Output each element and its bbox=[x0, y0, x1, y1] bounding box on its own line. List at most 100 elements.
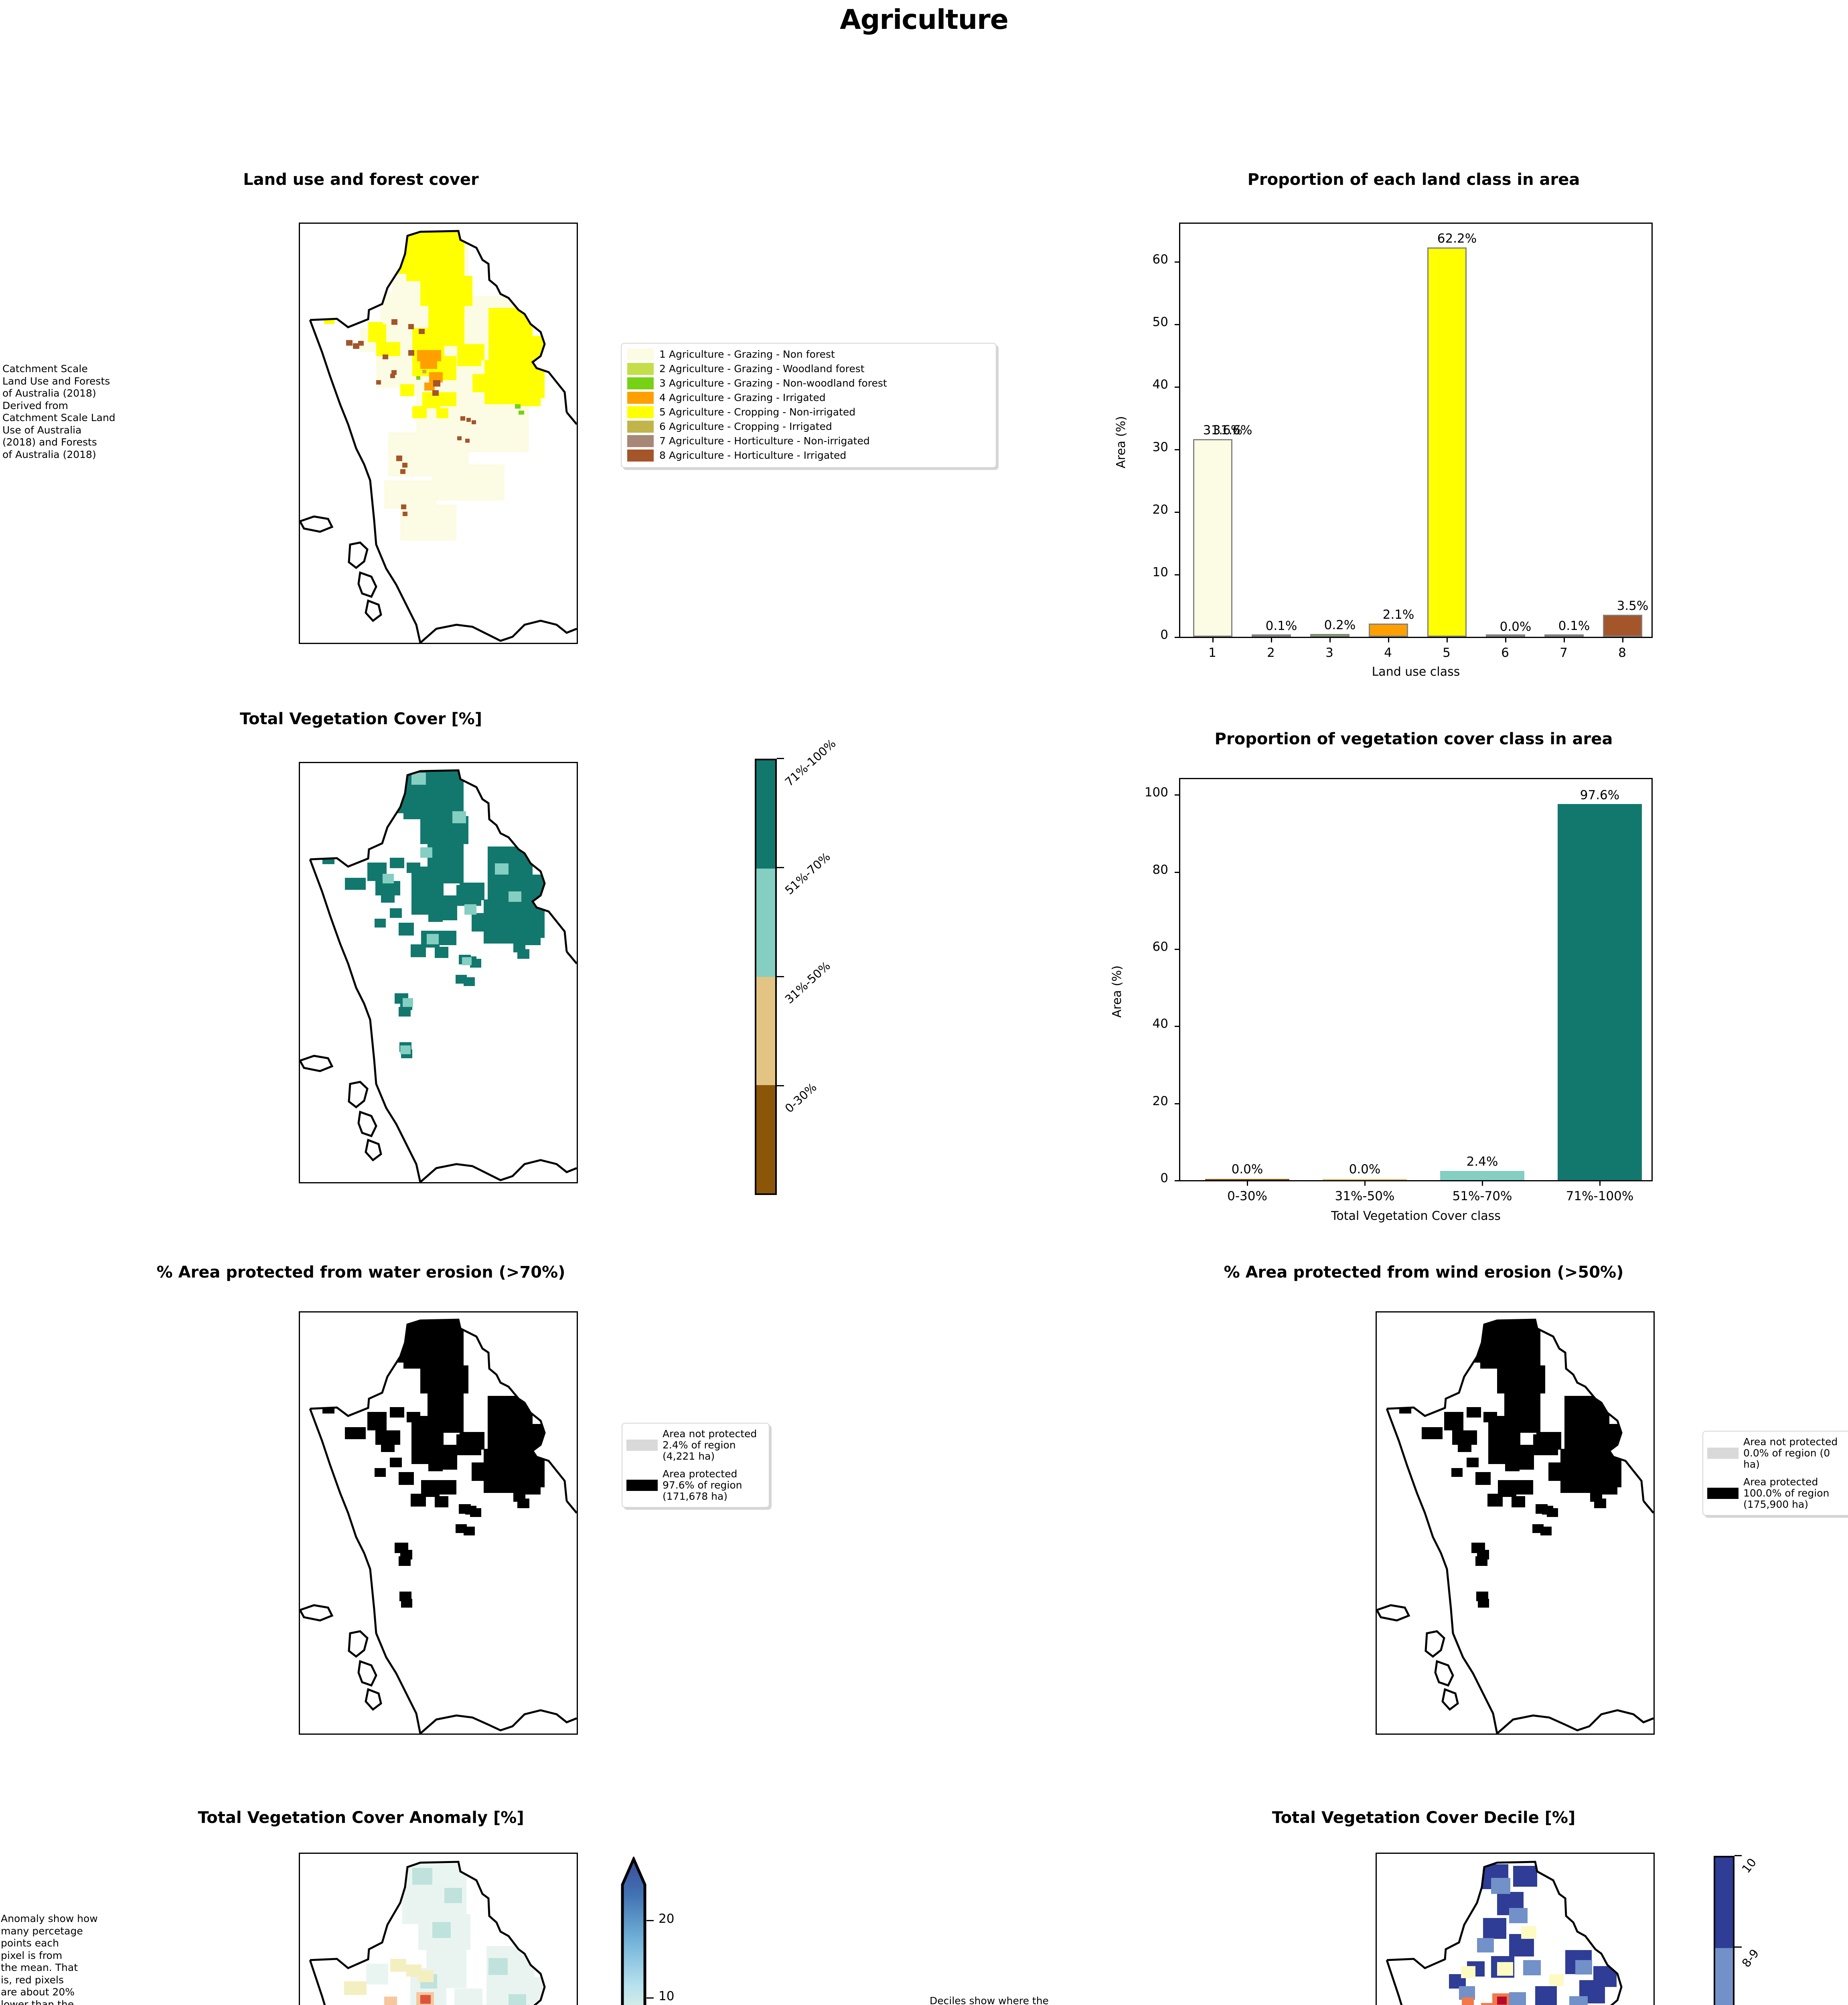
legend-item: 7 Agriculture - Horticulture - Non-irrig… bbox=[627, 435, 990, 447]
legend-swatch-6 bbox=[627, 421, 654, 433]
x-tick-7: 7 bbox=[1560, 646, 1568, 660]
veg-x-axis-label: Total Vegetation Cover class bbox=[1331, 1209, 1501, 1223]
anomaly-note: Anomaly show how many percetage points e… bbox=[1, 1913, 98, 2005]
x-tick-5: 5 bbox=[1443, 646, 1451, 660]
bar-1[interactable] bbox=[1193, 439, 1232, 637]
bar-8[interactable] bbox=[1603, 615, 1642, 637]
bar-value-4: 2.1% bbox=[1382, 608, 1414, 622]
veg-class-chart-title: Proportion of vegetation cover class in … bbox=[1214, 730, 1613, 748]
legend-swatch-4 bbox=[627, 392, 654, 404]
water-erosion-map[interactable] bbox=[299, 1311, 578, 1735]
legend-swatch-1 bbox=[627, 348, 654, 360]
legend-label-7: 7 Agriculture - Horticulture - Non-irrig… bbox=[659, 435, 870, 447]
x-tick-4: 4 bbox=[1384, 646, 1392, 660]
veg-cover-colorbar bbox=[755, 759, 777, 1195]
legend-label-not-protected: Area not protected 2.4% of region (4,221… bbox=[663, 1428, 757, 1462]
decile-map-canvas bbox=[1386, 1861, 1623, 2005]
veg-bar-value-4: 97.6% bbox=[1580, 788, 1620, 802]
legend-label-not-protected: Area not protected 0.0% of region (0 ha) bbox=[1743, 1436, 1838, 1470]
x-axis-label: Land use class bbox=[1372, 665, 1460, 679]
y-tick-20: 20 bbox=[1152, 1094, 1168, 1108]
colorbar-segment-71-100 bbox=[756, 760, 775, 869]
veg-y-axis-label: Area (%) bbox=[1110, 965, 1124, 1018]
legend-label-4: 4 Agriculture - Grazing - Irrigated bbox=[659, 392, 826, 403]
veg-x-tick-1: 0-30% bbox=[1227, 1189, 1267, 1203]
anomaly-map-canvas bbox=[309, 1861, 547, 2005]
veg-cover-map-canvas bbox=[300, 769, 577, 1182]
y-tick-60: 60 bbox=[1152, 940, 1168, 954]
legend-item: 5 Agriculture - Cropping - Non-irrigated bbox=[627, 406, 990, 418]
bar-3[interactable] bbox=[1310, 634, 1350, 637]
legend-label-8: 8 Agriculture - Horticulture - Irrigated bbox=[659, 450, 847, 461]
bar-4[interactable] bbox=[1369, 624, 1408, 637]
bar-value-7: 0.1% bbox=[1558, 619, 1590, 633]
bar-5[interactable] bbox=[1427, 247, 1467, 637]
legend-swatch-not-protected bbox=[1707, 1448, 1739, 1459]
legend-item: 6 Agriculture - Cropping - Irrigated bbox=[627, 421, 990, 433]
land-class-bar-chart[interactable]: 0 10 20 30 40 50 60 31.6% 31.6% 0.1% 0.2… bbox=[1114, 223, 1653, 679]
y-tick-100: 100 bbox=[1144, 785, 1168, 800]
decile-colorbar bbox=[1714, 1856, 1735, 2005]
anomaly-map-title: Total Vegetation Cover Anomaly [%] bbox=[198, 1809, 524, 1827]
colorbar-label-31-50: 31%-50% bbox=[782, 959, 833, 1007]
anomaly-map[interactable] bbox=[299, 1853, 578, 2005]
veg-cover-map[interactable] bbox=[299, 762, 578, 1183]
veg-cover-map-title: Total Vegetation Cover [%] bbox=[239, 710, 482, 728]
y-tick-50: 50 bbox=[1152, 315, 1168, 329]
y-tick-40: 40 bbox=[1152, 1017, 1168, 1031]
y-tick-0: 0 bbox=[1160, 628, 1168, 642]
x-tick-8: 8 bbox=[1618, 646, 1626, 660]
bar-value-5: 62.2% bbox=[1437, 231, 1477, 246]
y-tick-20: 20 bbox=[1152, 502, 1168, 517]
bar-6[interactable] bbox=[1486, 634, 1525, 637]
y-tick-80: 80 bbox=[1152, 863, 1168, 877]
water-erosion-map-title: % Area protected from water erosion (>70… bbox=[156, 1263, 565, 1282]
legend-label-6: 6 Agriculture - Cropping - Irrigated bbox=[659, 421, 832, 432]
legend-swatch-5 bbox=[627, 406, 654, 418]
veg-bar-1[interactable] bbox=[1205, 1179, 1289, 1180]
decile-segment-8-9 bbox=[1715, 1948, 1733, 2005]
veg-bar-value-1: 0.0% bbox=[1231, 1162, 1263, 1177]
page-title: Agriculture bbox=[840, 4, 1009, 36]
legend-label-5: 5 Agriculture - Cropping - Non-irrigated bbox=[659, 406, 856, 418]
wind-erosion-map[interactable] bbox=[1376, 1311, 1655, 1735]
anomaly-tick-20: 20 bbox=[659, 1912, 675, 1926]
land-use-map-title: Land use and forest cover bbox=[243, 170, 479, 189]
colorbar-label-71-100: 71%-100% bbox=[782, 736, 839, 789]
legend-item-protected: Area protected 97.6% of region (171,678 … bbox=[626, 1468, 765, 1502]
land-use-map[interactable] bbox=[299, 223, 578, 644]
x-tick-2: 2 bbox=[1267, 646, 1275, 660]
wind-erosion-map-title: % Area protected from wind erosion (>50%… bbox=[1224, 1263, 1624, 1282]
bar-value-1: 31.6% bbox=[1203, 423, 1243, 437]
bar-value-3: 0.2% bbox=[1324, 618, 1356, 632]
veg-bar-value-2: 0.0% bbox=[1349, 1162, 1381, 1177]
legend-label-protected: Area protected 97.6% of region (171,678 … bbox=[663, 1468, 742, 1502]
veg-class-bar-chart[interactable]: 0 20 40 60 80 100 0.0% 0.0% 2.4% 97.6% 0… bbox=[1110, 778, 1653, 1223]
colorbar-segment-31-50 bbox=[756, 977, 775, 1085]
bar-value-2: 0.1% bbox=[1265, 619, 1297, 633]
colorbar-label-0-30: 0-30% bbox=[782, 1080, 819, 1116]
y-tick-30: 30 bbox=[1152, 440, 1168, 454]
legend-swatch-8 bbox=[627, 450, 654, 462]
veg-x-tick-4: 71%-100% bbox=[1566, 1189, 1634, 1203]
land-class-chart-title: Proportion of each land class in area bbox=[1247, 170, 1580, 189]
bar-value-8: 3.5% bbox=[1617, 599, 1649, 613]
land-use-source-note: Catchment Scale Land Use and Forests of … bbox=[2, 363, 116, 460]
bar-7[interactable] bbox=[1544, 634, 1584, 637]
legend-item: 8 Agriculture - Horticulture - Irrigated bbox=[627, 450, 990, 462]
decile-label-8-9: 8-9 bbox=[1739, 1946, 1762, 1970]
veg-bar-4[interactable] bbox=[1558, 804, 1642, 1180]
bar-2[interactable] bbox=[1252, 634, 1291, 637]
anomaly-tick-10: 10 bbox=[659, 1989, 675, 2003]
anomaly-colorbar bbox=[621, 1857, 646, 2005]
legend-label-2: 2 Agriculture - Grazing - Woodland fores… bbox=[659, 363, 865, 375]
legend-swatch-7 bbox=[627, 435, 654, 447]
veg-bar-2[interactable] bbox=[1323, 1179, 1407, 1180]
veg-bar-3[interactable] bbox=[1440, 1171, 1524, 1180]
decile-map[interactable] bbox=[1376, 1853, 1655, 2005]
legend-item: 2 Agriculture - Grazing - Woodland fores… bbox=[627, 363, 990, 375]
x-tick-3: 3 bbox=[1325, 646, 1333, 660]
land-use-legend: 1 Agriculture - Grazing - Non forest 2 A… bbox=[621, 343, 997, 468]
y-tick-0: 0 bbox=[1160, 1171, 1168, 1185]
wind-erosion-map-canvas bbox=[1377, 1318, 1653, 1734]
